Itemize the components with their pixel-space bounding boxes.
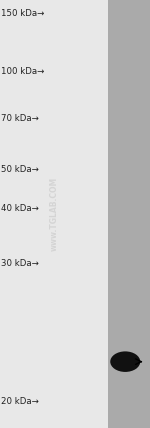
Text: 150 kDa→: 150 kDa→ (1, 9, 44, 18)
Text: 20 kDa→: 20 kDa→ (1, 397, 39, 406)
Text: www.TGLAB.COM: www.TGLAB.COM (50, 177, 58, 251)
Text: 30 kDa→: 30 kDa→ (1, 259, 39, 268)
Text: 40 kDa→: 40 kDa→ (1, 204, 39, 214)
Text: 50 kDa→: 50 kDa→ (1, 164, 39, 174)
Text: 70 kDa→: 70 kDa→ (1, 114, 39, 124)
Ellipse shape (110, 351, 140, 372)
FancyBboxPatch shape (108, 0, 150, 428)
Text: 100 kDa→: 100 kDa→ (1, 67, 44, 77)
